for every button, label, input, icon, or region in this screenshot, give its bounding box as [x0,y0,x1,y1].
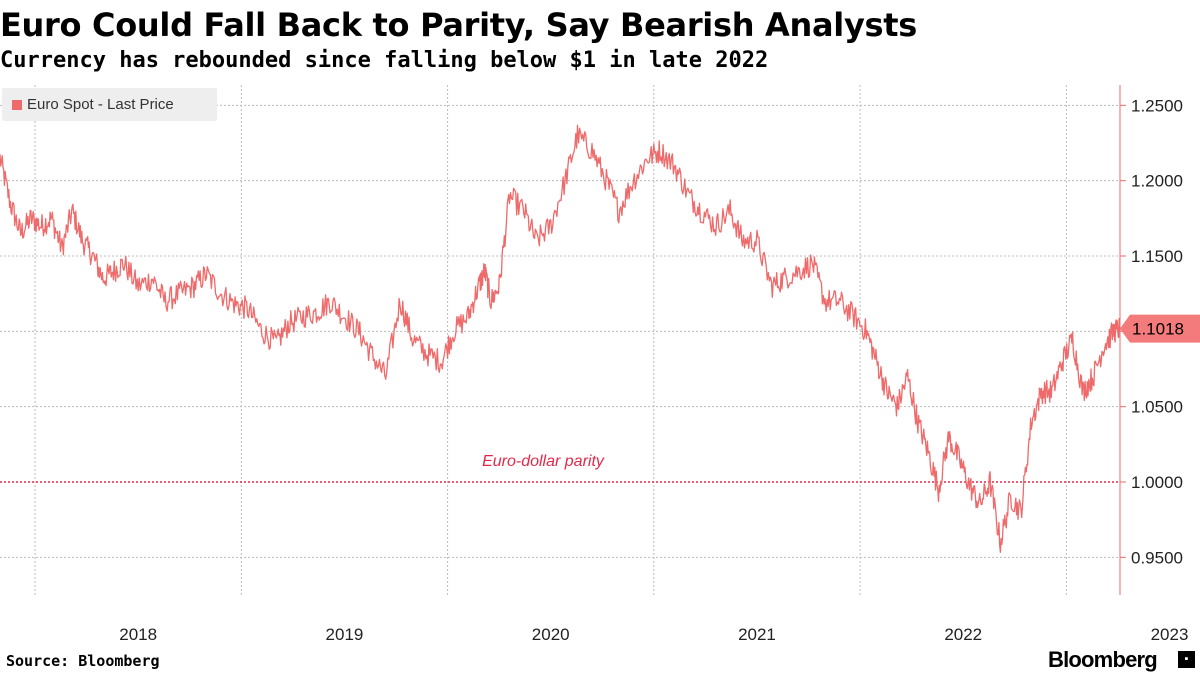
last-value-label: 1.1018 [1132,320,1184,339]
chart-subtitle: Currency has rebounded since falling bel… [0,48,769,73]
y-tick-label: 1.2000 [1131,172,1183,191]
y-tick-label: 0.9500 [1131,548,1183,567]
x-tick-label: 2018 [119,625,157,644]
x-tick-label: 2020 [532,625,570,644]
legend-label: Euro Spot - Last Price [27,96,174,113]
bloomberg-terminal-icon: ▪ [1178,651,1195,668]
parity-label: Euro-dollar parity [482,453,605,470]
last-value-tag [1120,314,1200,343]
y-tick-label: 1.0500 [1131,398,1183,417]
source-note: Source: Bloomberg [6,652,160,670]
x-tick-label: 2021 [738,625,776,644]
x-tick-label: 2019 [326,625,364,644]
y-tick-label: 1.2500 [1131,96,1183,115]
series-line-euro-spot [0,124,1121,553]
x-tick-label: 2023 [1151,625,1189,644]
legend-swatch [12,99,22,110]
y-tick-label: 1.1500 [1131,247,1183,266]
y-tick-label: 1.0000 [1131,473,1183,492]
legend[interactable]: Euro Spot - Last Price [2,88,217,121]
chart-title: Euro Could Fall Back to Parity, Say Bear… [0,6,917,44]
x-tick-label: 2022 [944,625,982,644]
bloomberg-logo: Bloomberg [1048,647,1158,672]
